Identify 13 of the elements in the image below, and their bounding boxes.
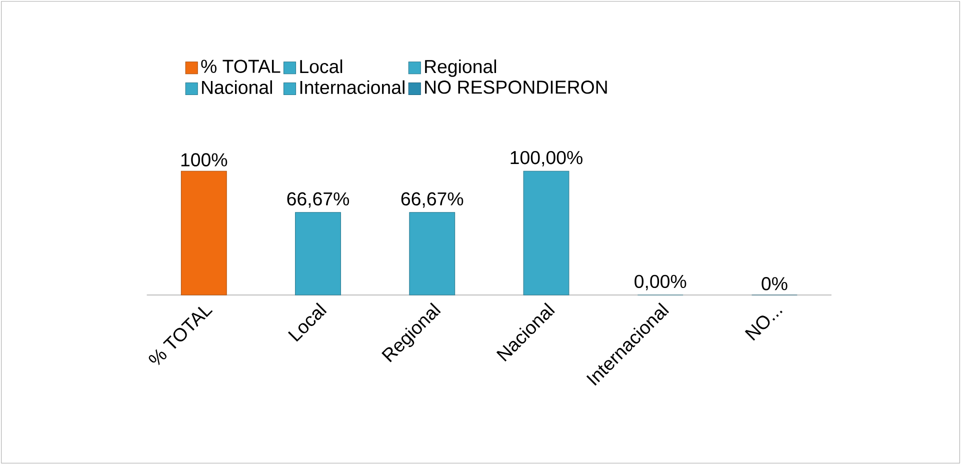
- data-label: 66,67%: [401, 192, 464, 208]
- legend-label: Nacional: [202, 80, 272, 94]
- legend-label: Local: [300, 59, 342, 73]
- data-label: 100,00%: [510, 150, 582, 166]
- x-tick-label: NO...: [744, 310, 782, 340]
- legend-label: NO RESPONDIERON: [425, 80, 607, 94]
- data-label: 0,00%: [634, 274, 686, 290]
- legend-label: % TOTAL: [201, 59, 280, 73]
- legend-label: Regional: [425, 59, 496, 77]
- data-label: 100%: [181, 152, 228, 166]
- legend-label: Internacional: [300, 80, 404, 94]
- data-label: 0%: [762, 276, 788, 290]
- data-label: 66,67%: [287, 192, 350, 208]
